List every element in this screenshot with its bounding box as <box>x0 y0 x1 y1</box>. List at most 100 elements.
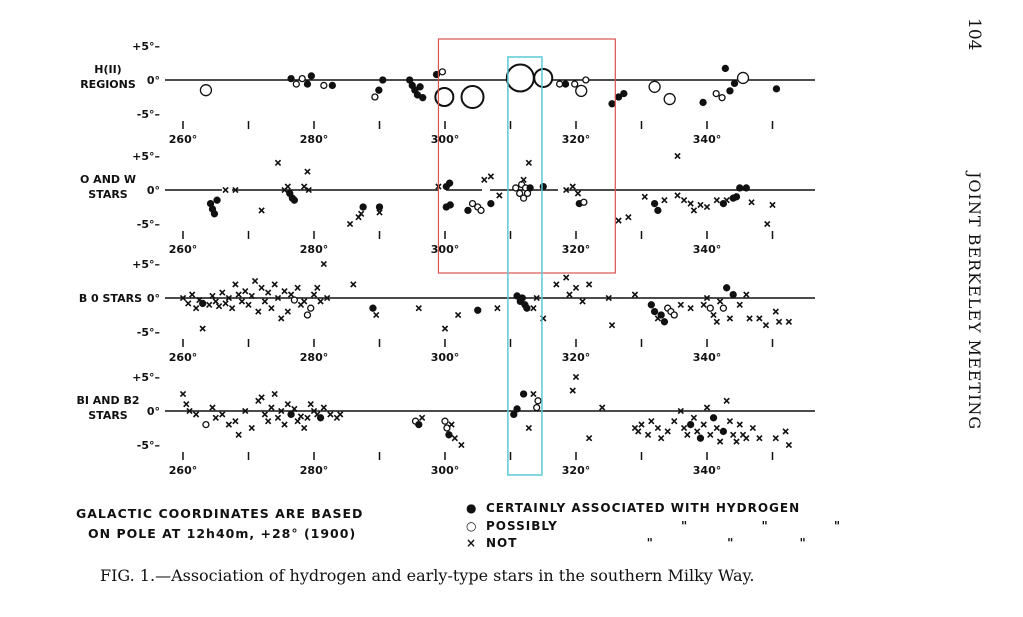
cross-point <box>608 322 616 329</box>
cross-point <box>235 291 242 298</box>
open-circle-point <box>575 84 588 98</box>
open-circle-point <box>718 94 726 102</box>
filled-circle-point <box>721 64 729 73</box>
panel-label: B 0 STARS <box>79 292 142 305</box>
cross-point <box>304 414 311 421</box>
cross-point <box>736 421 743 428</box>
filled-circle-point <box>650 307 659 316</box>
cross-point <box>749 424 757 432</box>
x-tick-label: 280° <box>300 464 328 477</box>
cross-point <box>284 401 291 408</box>
open-circle-point <box>290 296 299 304</box>
cross-point <box>520 176 527 183</box>
filled-circle-point <box>561 80 570 88</box>
cross-point <box>687 305 694 312</box>
ditto-mark: " <box>833 518 842 533</box>
legend-label-possibly: POSSIBLY <box>486 518 558 533</box>
cross-point <box>674 192 681 199</box>
cross-point <box>199 325 206 332</box>
note-line-2: ON POLE AT 12h40m, +28° (1900) <box>88 526 357 541</box>
cross-point <box>281 421 288 428</box>
filled-circle-point <box>742 184 750 192</box>
cross-point <box>209 404 216 411</box>
x-tick-label: 300° <box>431 351 459 364</box>
cross-point <box>764 220 771 228</box>
cross-point <box>274 159 282 166</box>
legend: ● CERTAINLY ASSOCIATED WITH HYDROGEN ○ POS… <box>466 500 841 553</box>
open-circle-point <box>307 304 315 312</box>
red-highlight <box>437 38 616 274</box>
legend-label-not: NOT <box>486 536 518 550</box>
cross-point <box>569 183 576 190</box>
cross-point <box>713 318 720 325</box>
cross-point <box>664 428 671 435</box>
cross-point <box>694 428 701 435</box>
cross-point <box>723 197 730 204</box>
y-tick-label-minus5: -5°– <box>137 108 160 121</box>
x-tick-label: 320° <box>562 464 590 477</box>
cyan-highlight <box>507 56 543 476</box>
cross-point <box>189 291 196 298</box>
cross-point <box>756 435 763 442</box>
cross-point <box>248 424 255 432</box>
open-circle-icon: ○ <box>466 518 478 533</box>
cross-point <box>281 288 288 295</box>
cross-point <box>212 414 219 421</box>
cross-point <box>700 421 707 428</box>
filled-circle-point <box>660 318 669 326</box>
x-tick-label: 340° <box>693 351 721 364</box>
cross-point <box>261 411 269 418</box>
cross-icon: × <box>466 536 478 550</box>
note-line-1: GALACTIC COORDINATES ARE BASED <box>76 506 364 521</box>
filled-circle-point <box>513 405 521 413</box>
cross-point <box>185 300 192 307</box>
filled-circle-point <box>699 98 707 107</box>
ditto-mark: " <box>727 536 735 550</box>
cross-point <box>661 197 668 204</box>
cross-point <box>748 199 755 206</box>
cross-point <box>677 301 684 308</box>
cross-point <box>307 401 314 408</box>
cross-point <box>716 298 724 305</box>
cross-point <box>258 394 265 401</box>
y-tick-label-0: 0° <box>147 184 160 197</box>
cross-point <box>644 431 652 438</box>
cross-point <box>635 428 642 435</box>
filled-circle-point <box>328 81 336 90</box>
cross-point <box>677 407 684 415</box>
cross-point <box>179 294 187 302</box>
y-tick-label-plus5: +5°– <box>132 150 160 163</box>
y-tick-label-plus5: +5°– <box>132 40 160 53</box>
cross-point <box>700 301 707 308</box>
filled-circle-point <box>726 87 734 95</box>
filled-circle-point <box>723 284 731 292</box>
y-tick-label-minus5: -5°– <box>137 439 160 452</box>
cross-point <box>638 421 645 428</box>
cross-point <box>278 315 285 322</box>
cross-point <box>703 404 711 411</box>
filled-circle-point <box>359 203 367 211</box>
panel-label: STARS <box>88 188 128 201</box>
panel-label: O AND W <box>80 173 136 186</box>
cross-point <box>441 325 449 332</box>
open-circle-point <box>534 397 542 405</box>
cross-point <box>713 424 720 432</box>
filled-circle-point <box>419 94 427 102</box>
cross-point <box>743 291 750 298</box>
cross-point <box>726 418 734 425</box>
open-circle-point <box>460 85 485 109</box>
cross-point <box>310 291 318 298</box>
open-circle-point <box>519 194 528 202</box>
cross-point <box>680 197 688 204</box>
cross-point <box>687 200 694 207</box>
open-circle-point <box>468 199 477 208</box>
cross-point <box>418 414 426 421</box>
cross-point <box>242 288 249 295</box>
filled-circle-point <box>772 85 781 93</box>
x-tick-label: 260° <box>169 464 197 477</box>
ditto-mark: " <box>761 518 769 533</box>
legend-item-certain: ● CERTAINLY ASSOCIATED WITH HYDROGEN <box>466 500 841 518</box>
filled-circle-point <box>647 301 655 309</box>
cross-point <box>743 435 750 442</box>
cross-point <box>376 209 383 216</box>
